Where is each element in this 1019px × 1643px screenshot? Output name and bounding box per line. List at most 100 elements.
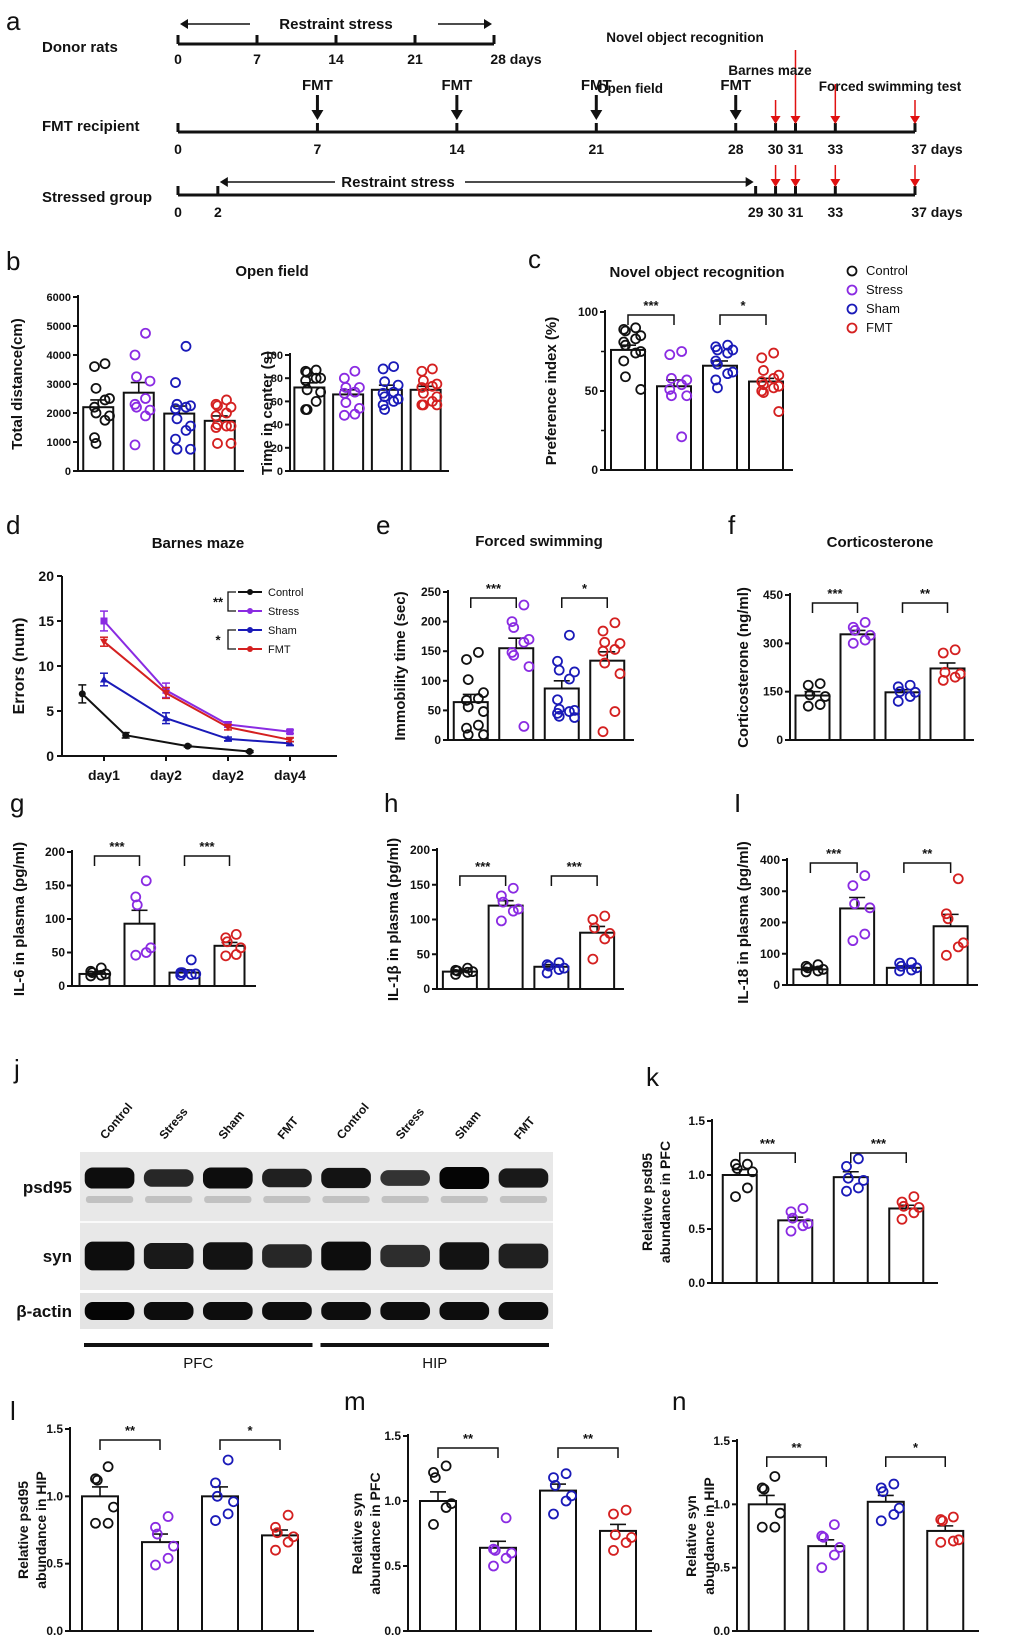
panel-letter-e: e [376,510,391,540]
legend: Control Stress Sham FMT [846,263,908,335]
data-point [906,964,917,976]
data-point [731,1163,743,1174]
bar-control [419,1500,457,1632]
bar-fmt [599,1529,637,1633]
data-point [666,372,677,384]
y-tick-label: 1.0 [713,1497,730,1511]
blot-row-label: β-actin [16,1302,72,1321]
data-point [417,387,429,399]
y-tick-label: 0.5 [384,1559,401,1573]
data-point [440,1502,452,1513]
recipient-tick-label: 7 [314,141,322,157]
chart-m: 0.0 0.5 1.0 1.5 Relative syn abundance in PFC… [349,1429,652,1638]
data-point [841,1160,852,1172]
significance-label: *** [567,859,583,874]
y-tick-label: 200 [760,916,780,930]
data-point [908,1191,920,1202]
data-point [894,686,906,698]
donor-tick-label: 7 [253,51,261,67]
data-point [834,1542,846,1553]
legend-sig-label: * [215,633,221,648]
data-point [428,1467,439,1478]
data-point [742,1158,753,1170]
red-arrow-icon [770,179,781,187]
y-tick-label: 1000 [47,437,71,449]
y-tick-label: 200 [410,843,430,857]
stressed-tick-label: 30 [768,204,784,220]
chart-g: 0 50 100 150 200 IL-6 in plasma (pg/ml) *** *** [11,839,256,996]
data-point [681,390,693,402]
significance-label: * [740,298,746,313]
y-tick-label: 0 [65,466,71,478]
data-point [461,654,472,665]
donor-tick-label: 21 [407,51,423,67]
data-point [947,1535,959,1547]
legend-label-control: Control [866,263,908,278]
panel-letter-j: j [14,1054,20,1084]
significance-label: *** [826,846,842,861]
data-point [935,1536,947,1548]
data-point [814,699,826,710]
significance-bracket [811,602,859,613]
blot-band [202,1242,253,1270]
legend-marker-sham [846,303,858,315]
bar-control [610,348,646,472]
data-point [797,1220,809,1232]
legend-marker-fmt [846,322,858,334]
fmt-arrow-icon [311,110,324,120]
data-point [773,406,785,417]
data-point [282,1536,294,1548]
data-point [85,965,97,977]
data-point [140,393,151,404]
data-point [462,966,473,978]
data-point [428,1519,439,1530]
significance-bracket [766,1456,827,1467]
data-point [495,890,507,902]
significance-bracket [219,1439,281,1450]
stressed-tick-label: 31 [788,204,804,220]
data-point [228,1496,239,1508]
data-point [609,706,621,717]
significance-label: * [582,581,588,596]
data-point [518,720,530,732]
y-tick-label: 1.5 [713,1434,730,1448]
data-point [847,935,859,947]
data-point [814,678,826,690]
significance-bracket [183,855,231,866]
data-point [589,922,600,934]
y-tick-label: 60 [271,396,283,408]
bar-control [293,386,326,473]
red-arrow-icon [790,116,801,124]
bar-control [747,1503,786,1633]
data-point [911,962,923,974]
y-axis-label: Relative psd95 [15,1481,31,1579]
blot-band-secondary [322,1196,370,1203]
chart-title: Novel object recognition [609,264,784,281]
data-point [896,1213,908,1225]
data-point [842,1172,854,1184]
blot-band [84,1167,135,1189]
y-axis-label: abundance in HIP [33,1471,49,1588]
y-axis-label: Time in center (s) [259,351,276,475]
data-point [730,1191,741,1202]
panel-letter-a: a [6,6,21,36]
data-point [722,368,734,380]
y-tick-label: 1.5 [688,1114,705,1128]
data-point [676,431,688,443]
data-point [666,390,677,402]
data-point [816,1530,828,1542]
data-point [599,636,611,648]
panel-letter-l: l [10,1396,16,1426]
row-label-stressed-group: Stressed group [42,189,152,206]
data-point [338,372,350,384]
data-point [599,933,611,945]
data-point [940,949,952,961]
data-point [170,377,181,388]
data-point [849,898,860,910]
x-tick-label: day2 [150,767,182,783]
fmt-label: FMT [441,77,472,94]
y-axis-label: abundance in PFC [657,1141,673,1263]
data-point [553,664,565,676]
blot-band [498,1243,549,1269]
